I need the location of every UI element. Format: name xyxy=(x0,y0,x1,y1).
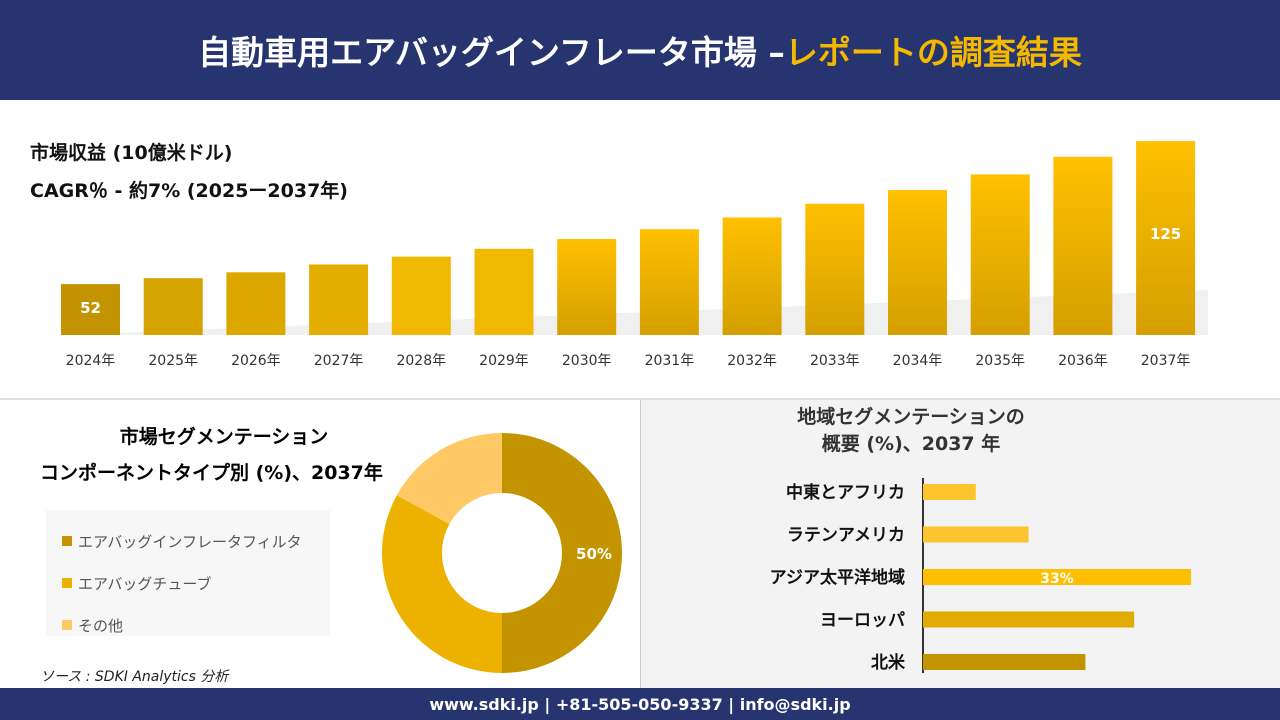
page-title: 自動車用エアバッグインフレータ市場 – レポートの調査結果 xyxy=(0,0,1280,100)
legend-label: その他 xyxy=(78,616,124,635)
segment-subtitle: コンポーネントタイプ別 (%)、2037年 xyxy=(40,462,383,484)
legend-swatch xyxy=(62,536,72,546)
legend: エアバッグインフレータフィルタ エアバッグチューブ その他 xyxy=(46,510,330,636)
component-segment-panel: 市場セグメンテーション コンポーネントタイプ別 (%)、2037年 エアバッグイ… xyxy=(0,400,640,688)
legend-swatch xyxy=(62,620,72,630)
x-tick-label: 2026年 xyxy=(231,353,281,369)
region-label: 北米 xyxy=(871,652,906,673)
region-title-line2: 概要 (%)、2037 年 xyxy=(821,433,1001,455)
segment-title: 市場セグメンテーション xyxy=(119,426,329,448)
donut-slice xyxy=(502,433,622,673)
x-tick-label: 2030年 xyxy=(562,353,612,369)
x-tick-label: 2025年 xyxy=(148,353,198,369)
region-bar xyxy=(923,611,1135,628)
slice-label: 50% xyxy=(576,545,612,563)
region-bar xyxy=(923,526,1029,543)
region-label: アジア太平洋地域 xyxy=(770,567,905,588)
revenue-bar xyxy=(557,239,617,335)
x-tick-label: 2028年 xyxy=(396,353,446,369)
revenue-bar xyxy=(970,174,1030,335)
region-bar xyxy=(923,654,1086,670)
data-label: 125 xyxy=(1150,225,1181,243)
revenue-bar xyxy=(805,203,865,335)
revenue-bar xyxy=(888,190,947,335)
region-label: ヨーロッパ xyxy=(820,611,905,631)
x-tick-label: 2032年 xyxy=(727,353,777,369)
x-tick-label: 2027年 xyxy=(314,353,364,369)
x-tick-label: 2031年 xyxy=(645,353,695,369)
legend-label: エアバッグチューブ xyxy=(78,574,212,593)
x-tick-label: 2024年 xyxy=(66,353,116,369)
revenue-bar xyxy=(1136,141,1196,335)
divider xyxy=(0,398,1280,400)
region-segment-panel: 中東とアフリカ ラテンアメリカアジア太平洋地域 33% ヨーロッパ北米 地域セグメンテ… xyxy=(640,400,1280,688)
revenue-bar xyxy=(143,278,203,335)
revenue-bar xyxy=(309,264,369,335)
cagr-text: CAGR％ - 約7% (2025ー2037年) xyxy=(30,180,348,202)
legend-swatch xyxy=(62,578,72,588)
x-tick-label: 2036年 xyxy=(1058,353,1108,369)
region-title-line1: 地域セグメンテーションの xyxy=(797,406,1025,428)
footer-contact: www.sdki.jp | +81-505-050-9337 | info@sd… xyxy=(0,688,1280,720)
revenue-bar-chart: 2024年 52 2025年 2026年 2027年 2028年 2029年 2030年 203… xyxy=(61,141,1208,369)
legend-item: エアバッグインフレータフィルタ xyxy=(46,520,330,562)
legend-item: エアバッグチューブ xyxy=(46,562,330,604)
region-bar xyxy=(923,484,976,500)
x-tick-label: 2033年 xyxy=(810,353,860,369)
x-tick-label: 2034年 xyxy=(893,353,943,369)
x-tick-label: 2029年 xyxy=(479,353,529,369)
donut-slice xyxy=(396,433,502,525)
data-label: 33% xyxy=(1040,571,1074,587)
revenue-bar xyxy=(639,229,699,335)
revenue-bar xyxy=(61,284,120,335)
region-label: ラテンアメリカ xyxy=(787,526,905,546)
revenue-bar xyxy=(1053,156,1113,335)
revenue-bar xyxy=(474,248,534,335)
legend-label: エアバッグインフレータフィルタ xyxy=(78,532,302,551)
data-label: 52 xyxy=(80,299,101,317)
source-note: ソース : SDKI Analytics 分析 xyxy=(40,669,229,685)
region-title: 地域セグメンテーションの 概要 (%)、2037 年 xyxy=(641,404,1181,458)
legend-item: その他 xyxy=(46,604,330,646)
revenue-bar xyxy=(391,256,451,335)
region-bar xyxy=(923,569,1191,585)
revenue-bar xyxy=(226,272,286,335)
revenue-chart-title: 市場収益 (10億米ドル) xyxy=(30,142,233,164)
region-label: 中東とアフリカ xyxy=(786,482,905,503)
x-tick-label: 2035年 xyxy=(975,353,1025,369)
title-main: 自動車用エアバッグインフレータ市場 – xyxy=(198,33,785,72)
x-tick-label: 2037年 xyxy=(1141,353,1191,369)
component-donut-chart: 50% xyxy=(382,433,622,673)
revenue-bar xyxy=(722,217,782,335)
donut-slice xyxy=(382,495,502,673)
title-highlight: レポートの調査結果 xyxy=(784,33,1082,72)
